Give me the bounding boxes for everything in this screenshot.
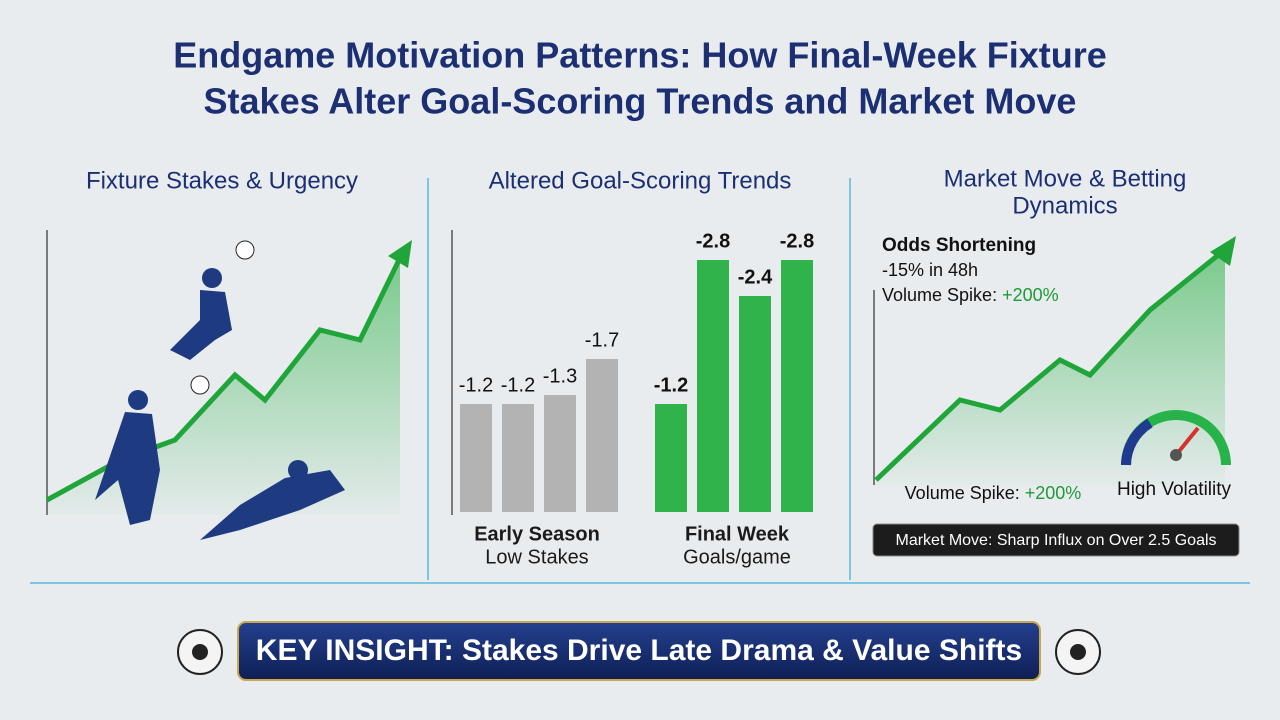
bar-value-label: -2.8 <box>696 230 730 252</box>
title-line: Stakes Alter Goal-Scoring Trends and Mar… <box>204 81 1077 122</box>
volume-note: Volume Spike: +200% <box>905 483 1082 503</box>
ball <box>235 240 255 260</box>
gauge <box>1121 418 1153 466</box>
bar <box>502 404 534 512</box>
volume-value: +200% <box>1002 285 1059 305</box>
bar <box>697 260 729 512</box>
ball-icon <box>1070 644 1086 660</box>
trend-line <box>874 250 1224 482</box>
bar <box>460 404 492 512</box>
odds-title: Odds Shortening <box>882 235 1036 256</box>
volume-label: Volume Spike: <box>905 483 1020 503</box>
gauge-pivot <box>1170 449 1182 461</box>
ball <box>190 375 210 395</box>
volume-label: Volume Spike: <box>882 285 997 305</box>
bar <box>586 359 618 512</box>
insight-text: KEY INSIGHT: Stakes Drive Late Drama & V… <box>256 634 1022 667</box>
bar-value-label: -2.4 <box>738 266 773 288</box>
group-sublabel: Low Stakes <box>485 546 588 568</box>
banner <box>872 523 1240 557</box>
volume-note: Volume Spike: +200% <box>882 285 1059 305</box>
arrow-head <box>1210 236 1236 266</box>
bar <box>781 260 813 512</box>
banner-text: Market Move: Sharp Influx on Over 2.5 Go… <box>895 532 1216 549</box>
panel-heading: Market Move & Betting <box>944 165 1187 192</box>
odds-change: -15% in 48h <box>882 260 978 280</box>
group-label: Early Season <box>474 523 600 545</box>
bar-value-label: -1.2 <box>501 374 535 396</box>
bar <box>739 296 771 512</box>
gauge-label: High Volatility <box>1117 479 1232 500</box>
panel-heading: Fixture Stakes & Urgency <box>86 167 358 194</box>
bar-value-label: -1.7 <box>585 329 619 351</box>
panel-heading: Dynamics <box>1012 192 1117 219</box>
bar-value-label: -1.2 <box>654 374 688 396</box>
group-sublabel: Goals/game <box>683 546 791 568</box>
insight-box <box>237 621 1041 681</box>
player-silhouettes <box>95 268 345 540</box>
title-line: Endgame Motivation Patterns: How Final-W… <box>173 35 1106 76</box>
bar <box>655 404 687 512</box>
bar <box>544 395 576 512</box>
group-label: Final Week <box>685 523 790 545</box>
volume-value: +200% <box>1025 483 1082 503</box>
bar-value-label: -1.3 <box>543 365 577 387</box>
bar-value-label: -2.8 <box>780 230 814 252</box>
bar-value-label: -1.2 <box>459 374 493 396</box>
panel-heading: Altered Goal-Scoring Trends <box>489 167 792 194</box>
ball-icon <box>192 644 208 660</box>
arrow-head <box>388 240 412 268</box>
area <box>47 258 400 515</box>
